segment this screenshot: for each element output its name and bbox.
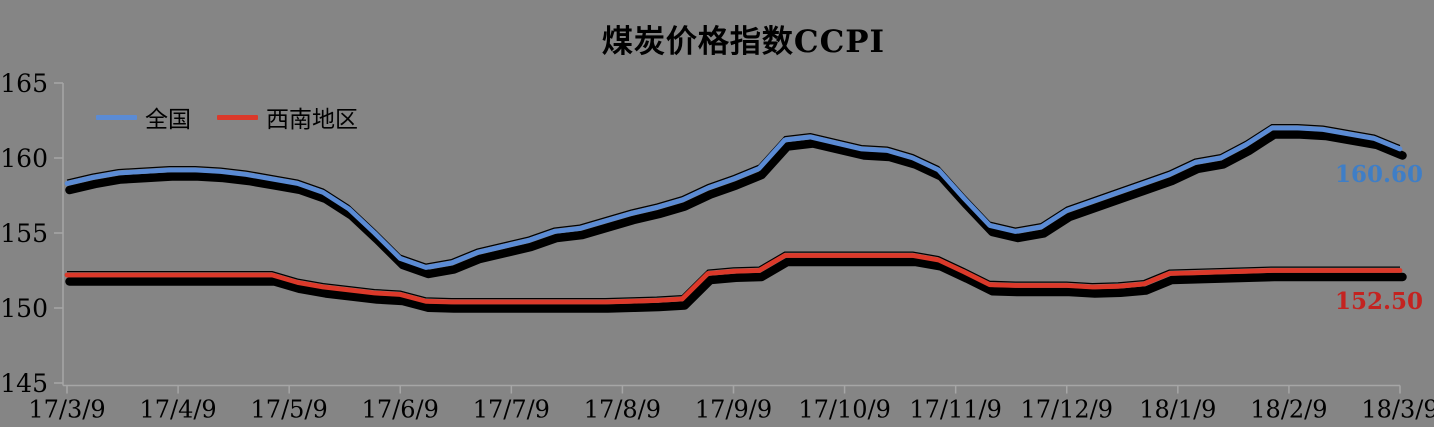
national-line-swatch-icon <box>96 114 137 120</box>
series-0-shadow <box>65 130 1407 279</box>
x-tick-label: 18/2/9 <box>1250 396 1327 424</box>
legend-item-southwest: 西南地区 <box>217 100 358 134</box>
series-1-edge <box>67 251 1400 300</box>
y-tick-label: 160 <box>0 144 48 173</box>
x-tick-label: 17/7/9 <box>473 396 550 424</box>
y-tick-label: 155 <box>0 219 48 248</box>
x-tick-label: 17/8/9 <box>584 396 661 424</box>
x-tick-label: 17/12/9 <box>1020 396 1113 424</box>
x-tick-label: 17/4/9 <box>139 396 216 424</box>
x-tick-label: 17/11/9 <box>909 396 1002 424</box>
x-tick-label: 18/1/9 <box>1139 396 1216 424</box>
national-last-value-label: 160.60 <box>1334 161 1424 188</box>
series-0-line <box>64 125 1403 270</box>
legend-item-national: 全国 <box>96 100 191 134</box>
y-tick-label: 165 <box>0 69 48 98</box>
chart-title: 煤炭价格指数CCPI <box>601 24 886 60</box>
x-tick-label: 17/9/9 <box>695 396 772 424</box>
y-tick-label: 150 <box>0 294 48 323</box>
x-tick-label: 17/5/9 <box>251 396 328 424</box>
series-1-line <box>64 253 1403 305</box>
x-tick-label: 17/3/9 <box>28 396 105 424</box>
x-tick-label: 17/10/9 <box>798 396 891 424</box>
southwest-last-value-label: 152.50 <box>1334 288 1424 315</box>
southwest-line-swatch-icon <box>217 114 258 120</box>
x-tick-label: 18/3/9 <box>1361 396 1434 424</box>
x-tick-label: 17/6/9 <box>362 396 439 424</box>
legend-label-southwest: 西南地区 <box>266 107 358 133</box>
series-0-edge <box>66 123 1401 265</box>
y-tick-label: 145 <box>0 369 48 398</box>
series-1-shadow <box>65 257 1407 313</box>
legend-label-national: 全国 <box>145 107 191 133</box>
legend: 全国 西南地区 <box>96 100 358 134</box>
